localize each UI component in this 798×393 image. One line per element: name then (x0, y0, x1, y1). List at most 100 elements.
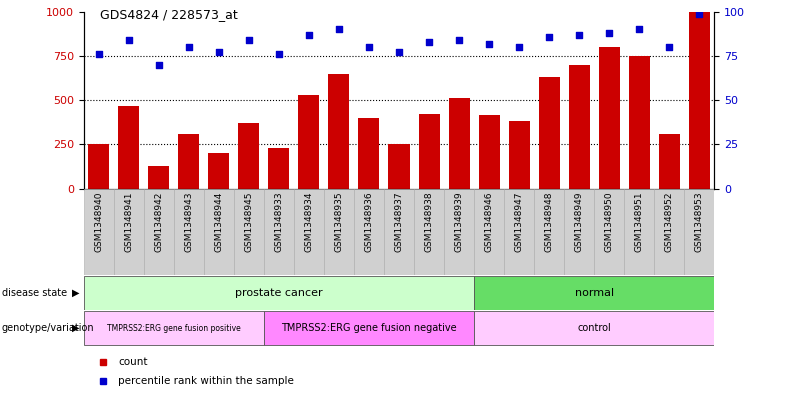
Text: GSM1348952: GSM1348952 (665, 191, 674, 252)
Bar (564, 189, 595, 275)
Text: GSM1348950: GSM1348950 (605, 191, 614, 252)
Point (393, 49, 405, 55)
Text: TMPRSS2:ERG gene fusion positive: TMPRSS2:ERG gene fusion positive (107, 324, 241, 332)
Bar (508, 121, 530, 189)
Bar (84, 311, 264, 345)
Bar (624, 189, 654, 275)
Bar (264, 189, 294, 275)
Bar (384, 189, 414, 275)
Bar (534, 189, 564, 275)
Point (243, 37, 255, 43)
Bar (658, 134, 680, 189)
Point (333, 26, 346, 33)
Point (663, 44, 676, 50)
Text: TMPRSS2:ERG gene fusion negative: TMPRSS2:ERG gene fusion negative (281, 323, 456, 333)
Bar (148, 165, 169, 189)
Point (452, 37, 465, 43)
Bar (89, 144, 109, 189)
Bar (389, 144, 409, 189)
Bar (239, 123, 259, 189)
Bar (208, 153, 229, 189)
Text: control: control (577, 323, 611, 333)
Text: GSM1348939: GSM1348939 (455, 191, 464, 252)
Point (543, 33, 555, 40)
Text: GSM1348933: GSM1348933 (275, 191, 283, 252)
Bar (114, 189, 144, 275)
Point (573, 31, 586, 38)
Text: GSM1348942: GSM1348942 (154, 191, 164, 252)
Text: GSM1348946: GSM1348946 (484, 191, 493, 252)
Text: prostate cancer: prostate cancer (235, 288, 322, 298)
Point (633, 26, 646, 33)
Bar (598, 47, 619, 189)
Bar (358, 118, 380, 189)
Point (423, 39, 436, 45)
Point (152, 62, 165, 68)
Text: GSM1348943: GSM1348943 (184, 191, 193, 252)
Bar (474, 276, 714, 310)
Text: GSM1348941: GSM1348941 (124, 191, 133, 252)
Point (483, 40, 496, 47)
Text: GSM1348949: GSM1348949 (575, 191, 583, 252)
Text: GSM1348948: GSM1348948 (544, 191, 554, 252)
Bar (324, 189, 354, 275)
Point (93, 51, 105, 57)
Bar (689, 12, 709, 189)
Bar (264, 311, 474, 345)
Bar (629, 56, 650, 189)
Bar (294, 189, 324, 275)
Bar (684, 189, 714, 275)
Text: GSM1348940: GSM1348940 (94, 191, 103, 252)
Bar (504, 189, 534, 275)
Point (362, 44, 375, 50)
Bar (354, 189, 384, 275)
Bar (414, 189, 444, 275)
Bar (174, 189, 203, 275)
Bar (234, 189, 264, 275)
Text: ▶: ▶ (73, 288, 80, 298)
Bar (448, 98, 469, 189)
Bar (84, 276, 474, 310)
Text: GSM1348938: GSM1348938 (425, 191, 433, 252)
Bar (474, 311, 714, 345)
Point (302, 31, 315, 38)
Point (602, 30, 615, 36)
Bar (298, 95, 319, 189)
Bar (118, 105, 140, 189)
Text: GSM1348953: GSM1348953 (695, 191, 704, 252)
Bar (144, 189, 174, 275)
Text: GSM1348951: GSM1348951 (634, 191, 644, 252)
Bar (569, 65, 590, 189)
Text: ▶: ▶ (73, 323, 80, 333)
Text: GSM1348934: GSM1348934 (305, 191, 314, 252)
Bar (539, 77, 559, 189)
Point (693, 10, 705, 17)
Bar (474, 189, 504, 275)
Bar (268, 148, 290, 189)
Text: GSM1348935: GSM1348935 (334, 191, 343, 252)
Point (212, 49, 225, 55)
Text: normal: normal (575, 288, 614, 298)
Text: GSM1348937: GSM1348937 (394, 191, 404, 252)
Text: GSM1348947: GSM1348947 (515, 191, 523, 252)
Text: GDS4824 / 228573_at: GDS4824 / 228573_at (100, 8, 238, 21)
Text: disease state: disease state (2, 288, 67, 298)
Text: genotype/variation: genotype/variation (2, 323, 94, 333)
Bar (654, 189, 684, 275)
Bar (84, 189, 114, 275)
Point (122, 37, 135, 43)
Point (512, 44, 525, 50)
Point (273, 51, 286, 57)
Bar (203, 189, 234, 275)
Bar (595, 189, 624, 275)
Text: GSM1348944: GSM1348944 (215, 191, 223, 252)
Text: count: count (118, 357, 148, 367)
Bar (479, 115, 500, 189)
Bar (329, 73, 350, 189)
Point (183, 44, 196, 50)
Text: GSM1348945: GSM1348945 (244, 191, 254, 252)
Text: percentile rank within the sample: percentile rank within the sample (118, 376, 294, 386)
Text: GSM1348936: GSM1348936 (365, 191, 373, 252)
Bar (418, 114, 440, 189)
Bar (179, 134, 200, 189)
